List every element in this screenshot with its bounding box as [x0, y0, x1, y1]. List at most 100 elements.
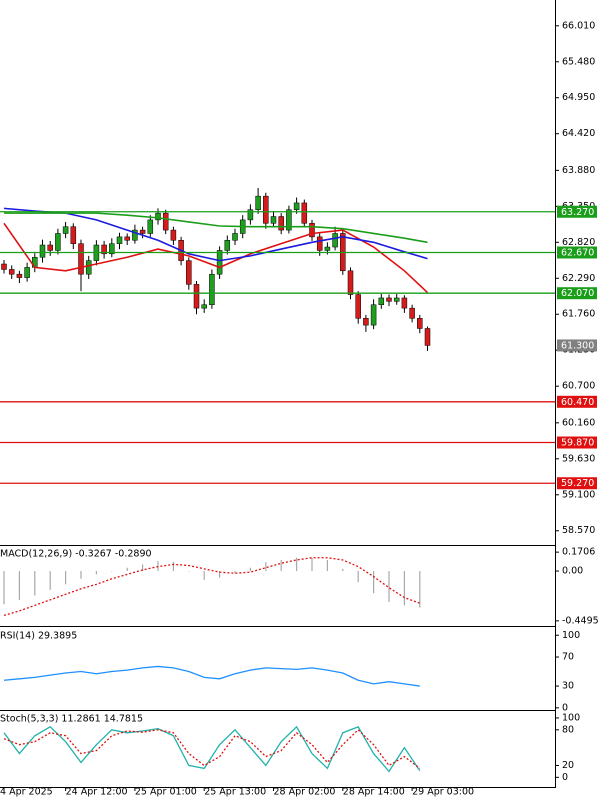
- indicator-title: MACD(12,26,9) -0.3267 -0.2890: [0, 549, 152, 560]
- moving-average: [4, 212, 428, 244]
- y-tick-label: 59.630: [562, 453, 595, 464]
- y-tick-label: 60.700: [562, 381, 595, 392]
- candle-body: [39, 244, 46, 258]
- y-tick-label: 59.100: [562, 489, 595, 500]
- candle-body: [101, 244, 107, 255]
- macd-bar: [203, 571, 205, 580]
- candle-body: [378, 297, 385, 305]
- candle-body: [424, 328, 431, 346]
- candle-body: [324, 246, 331, 251]
- macd-bar: [357, 571, 359, 583]
- y-tick-label: 70: [562, 652, 574, 663]
- y-tick-label: 62.290: [562, 273, 595, 284]
- x-tick-label: 25 Apr 01:00: [135, 787, 197, 797]
- y-tick-label: 65.480: [562, 56, 595, 67]
- macd-bar: [172, 562, 174, 572]
- macd-bar: [80, 571, 82, 579]
- candle-body: [363, 318, 369, 326]
- candle-body: [417, 318, 423, 329]
- candle-body: [355, 294, 361, 319]
- y-tick-label: 0.1706: [562, 547, 595, 558]
- level-box: [557, 339, 597, 352]
- x-tick-label: 28 Apr 02:00: [274, 787, 336, 797]
- macd-bar: [311, 557, 313, 572]
- candle-body: [139, 229, 146, 234]
- macd-bar: [111, 571, 113, 572]
- moving-average: [3, 222, 429, 294]
- candle-body: [8, 269, 15, 275]
- y-tick-label: 100: [562, 630, 580, 641]
- candle-body: [301, 202, 308, 224]
- level-box: [557, 287, 597, 300]
- macd-bar: [403, 571, 405, 606]
- macd-bar: [188, 571, 190, 572]
- stoch-main: [3, 725, 421, 773]
- macd-bar: [3, 571, 5, 605]
- x-tick-label: 29 Apr 03:00: [412, 787, 474, 797]
- level-label: 62.670: [561, 247, 594, 258]
- macd-bar: [249, 567, 251, 572]
- candle-body: [332, 233, 338, 248]
- y-tick-label: 30: [562, 681, 574, 692]
- candle-body: [278, 216, 284, 231]
- level-label: 63.270: [561, 207, 594, 218]
- candle-body: [47, 244, 53, 251]
- candle-body: [24, 267, 30, 278]
- macd-bar: [234, 571, 236, 574]
- candle-body: [147, 219, 154, 234]
- candle-body: [186, 260, 192, 285]
- level-label: 60.470: [561, 397, 594, 408]
- x-tick-label: 28 Apr 14:00: [343, 787, 405, 797]
- macd-bar: [326, 559, 328, 572]
- y-tick-label: 62.820: [562, 237, 595, 248]
- macd-bar: [65, 571, 67, 585]
- candle-body: [270, 216, 277, 224]
- macd-bar: [219, 571, 221, 578]
- macd-bar: [280, 559, 282, 572]
- macd-bar: [342, 568, 344, 572]
- candle-body: [201, 304, 207, 309]
- candle-body: [55, 233, 61, 251]
- candle-body: [216, 250, 223, 275]
- y-tick-label: 60.160: [562, 417, 595, 428]
- level-box: [557, 477, 597, 490]
- y-tick-label: -0.4495: [562, 615, 599, 626]
- macd-bar: [373, 571, 375, 594]
- macd-bar: [126, 567, 128, 572]
- candle-body: [316, 236, 323, 251]
- candle-body: [116, 236, 123, 244]
- y-tick-label: 58.570: [562, 525, 595, 536]
- candle-body: [263, 195, 269, 224]
- y-tick-label: 61.760: [562, 309, 595, 320]
- candle-body: [347, 270, 354, 295]
- y-tick-label: 0: [562, 702, 568, 713]
- macd-bar: [49, 571, 51, 590]
- y-tick-label: 66.010: [562, 20, 595, 31]
- macd-bar: [388, 571, 390, 603]
- candle-body: [85, 260, 92, 275]
- candle-body: [247, 209, 254, 221]
- y-tick-label: 64.950: [562, 92, 595, 103]
- y-tick-label: 20: [562, 760, 574, 771]
- y-tick-label: 100: [562, 712, 580, 723]
- rsi-line: [3, 665, 420, 687]
- stoch-signal: [3, 728, 421, 769]
- indicator-title: RSI(14) 29.3895: [0, 631, 77, 642]
- y-tick-label: 63.880: [562, 165, 595, 176]
- candle-body: [309, 223, 315, 238]
- level-box: [557, 246, 597, 259]
- x-tick-label: 4 Apr 2025: [0, 787, 53, 797]
- candle-body: [155, 212, 161, 221]
- level-label: 59.870: [561, 438, 594, 449]
- candle-body: [370, 304, 377, 326]
- level-box: [557, 205, 597, 218]
- candle-body: [132, 229, 138, 241]
- y-tick-label: 0.00: [562, 566, 583, 577]
- candle-body: [393, 297, 400, 302]
- indicator-title: Stoch(5,3,3) 11.2861 14.7815: [0, 714, 143, 725]
- candle-body: [170, 229, 177, 241]
- candle-body: [286, 209, 292, 231]
- macd-bar: [265, 562, 267, 572]
- candle-body: [70, 226, 77, 244]
